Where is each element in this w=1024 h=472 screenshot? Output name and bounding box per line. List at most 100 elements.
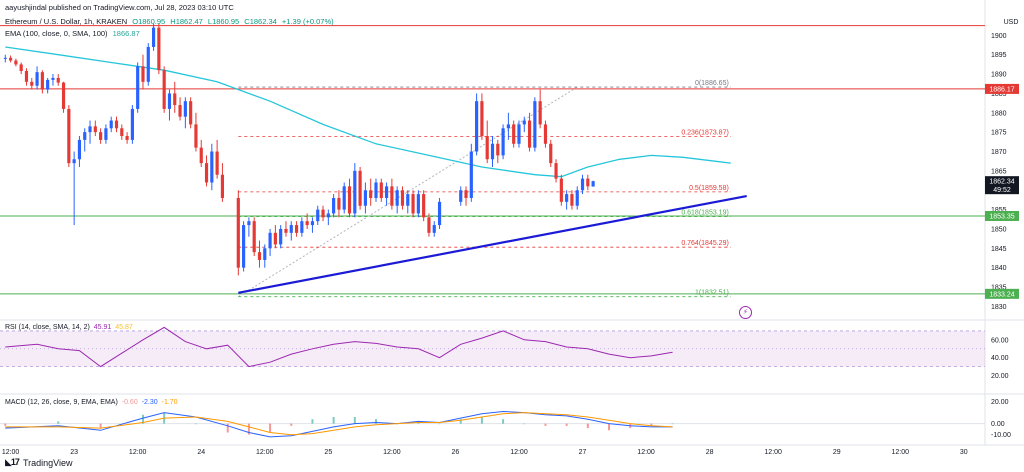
- candle-body: [464, 190, 468, 198]
- price-label-text: 1853.35: [989, 213, 1014, 220]
- time-tick-label: 28: [706, 449, 714, 456]
- macd-tick-label: 20.00: [991, 399, 1009, 406]
- rsi-tick-label: 40.00: [991, 355, 1009, 362]
- candle-body: [469, 151, 473, 198]
- candle-body: [141, 66, 145, 82]
- price-tick-label: 1830: [991, 304, 1007, 311]
- tradingview-logo-icon: ◣17: [5, 457, 20, 467]
- time-tick-label: 12:00: [892, 449, 910, 456]
- fib-diagonal: [238, 86, 578, 298]
- candle-body: [300, 221, 304, 233]
- macd-label: MACD (12, 26, close, 9, EMA, EMA): [5, 399, 118, 406]
- candle-body: [199, 147, 203, 164]
- macd-histogram-bar: [141, 414, 144, 424]
- candle-body: [554, 163, 558, 179]
- macd-legend[interactable]: MACD (12, 26, close, 9, EMA, EMA) -0.60 …: [5, 399, 180, 406]
- time-tick-label: 12:00: [637, 449, 655, 456]
- candle-body: [363, 190, 367, 206]
- macd-histogram-bar: [332, 417, 335, 424]
- candle-body: [400, 190, 405, 206]
- candle-body: [189, 101, 193, 125]
- time-tick-label: 12:00: [510, 449, 528, 456]
- countdown-label: 49:52: [993, 187, 1011, 194]
- macd-histogram-bar: [502, 419, 505, 424]
- candle-body: [30, 81, 34, 86]
- macd-line: [5, 410, 673, 438]
- macd-histogram-bar: [438, 423, 441, 425]
- candle-body: [220, 174, 225, 198]
- price-label-text: 1886.17: [989, 86, 1014, 93]
- ohlc-high: H1862.47: [170, 17, 203, 26]
- candle-body: [543, 124, 548, 144]
- candle-body: [384, 186, 389, 198]
- candle-body: [252, 221, 256, 253]
- macd-histogram-bar: [4, 423, 7, 426]
- ema-line: [5, 46, 731, 178]
- candle-body: [586, 178, 590, 187]
- candle-body: [379, 182, 383, 198]
- candle-body: [204, 163, 209, 183]
- candle-body: [565, 194, 569, 202]
- price-label-text: 1862.34: [989, 179, 1014, 186]
- candle-body: [24, 70, 29, 82]
- price-tick-label: 1870: [991, 149, 1007, 156]
- candle-body: [506, 124, 510, 129]
- candle-body: [51, 77, 55, 80]
- price-tick-label: 1885: [991, 91, 1007, 98]
- candle-body: [146, 46, 150, 82]
- candle-body: [485, 136, 489, 160]
- candle-body: [580, 178, 585, 191]
- time-tick-label: 29: [833, 449, 841, 456]
- candle-body: [475, 101, 479, 152]
- ema-value: 1866.87: [112, 29, 140, 38]
- ema-legend[interactable]: EMA (100, close, 0, SMA, 100) 1866.87: [5, 29, 143, 38]
- price-label-text: 1833.24: [989, 291, 1014, 298]
- time-tick-label: 12:00: [383, 449, 401, 456]
- candle-body: [570, 194, 574, 206]
- candle-body: [19, 64, 23, 71]
- candle-body: [157, 27, 161, 71]
- candle-body: [422, 194, 426, 218]
- price-label-box: [985, 176, 1019, 195]
- price-label-box: [985, 288, 1019, 299]
- candle-body: [183, 101, 187, 117]
- ohlc-close: C1862.34: [244, 17, 277, 26]
- candle-body: [88, 126, 92, 133]
- candle-body: [40, 72, 44, 90]
- rsi-value-2: 45.87: [115, 324, 133, 331]
- candle-body: [162, 70, 166, 109]
- currency-label: USD: [1004, 19, 1019, 26]
- price-tick-label: 1855: [991, 207, 1007, 214]
- brand-text: TradingView: [22, 457, 73, 468]
- macd-value-3: -1.70: [161, 399, 178, 406]
- candle-body: [480, 101, 484, 137]
- ohlc-change: +1.39 (+0.07%): [281, 17, 334, 26]
- candle-body: [332, 197, 336, 214]
- candle-body: [14, 60, 18, 65]
- flash-icon[interactable]: ⚡: [739, 306, 752, 319]
- price-label-box: [985, 83, 1019, 94]
- candle-body: [72, 159, 76, 164]
- time-tick-label: 30: [960, 449, 968, 456]
- price-tick-label: 1890: [991, 72, 1007, 79]
- price-tick-label: 1845: [991, 246, 1007, 253]
- macd-histogram-bar: [523, 423, 526, 425]
- candle-body: [411, 194, 415, 214]
- fib-level-label: 1(1832.51): [695, 290, 729, 297]
- rsi-legend[interactable]: RSI (14, close, SMA, 14, 2) 45.91 45.87: [5, 324, 135, 331]
- price-tick-label: 1840: [991, 265, 1007, 272]
- candle-body: [3, 57, 7, 59]
- signal-line: [5, 412, 673, 436]
- candle-body: [591, 181, 595, 187]
- candle-body: [56, 77, 60, 83]
- macd-histogram-bar: [480, 417, 483, 424]
- candle-body: [512, 124, 516, 144]
- symbol-name: Ethereum / U.S. Dollar, 1h, KRAKEN: [5, 17, 128, 26]
- ema-label: EMA (100, close, 0, SMA, 100): [5, 29, 108, 38]
- time-tick-label: 12:00: [256, 449, 274, 456]
- macd-histogram-bar: [608, 423, 611, 431]
- candle-body: [167, 93, 172, 109]
- candle-body: [151, 27, 156, 47]
- time-tick-label: 12:00: [129, 449, 147, 456]
